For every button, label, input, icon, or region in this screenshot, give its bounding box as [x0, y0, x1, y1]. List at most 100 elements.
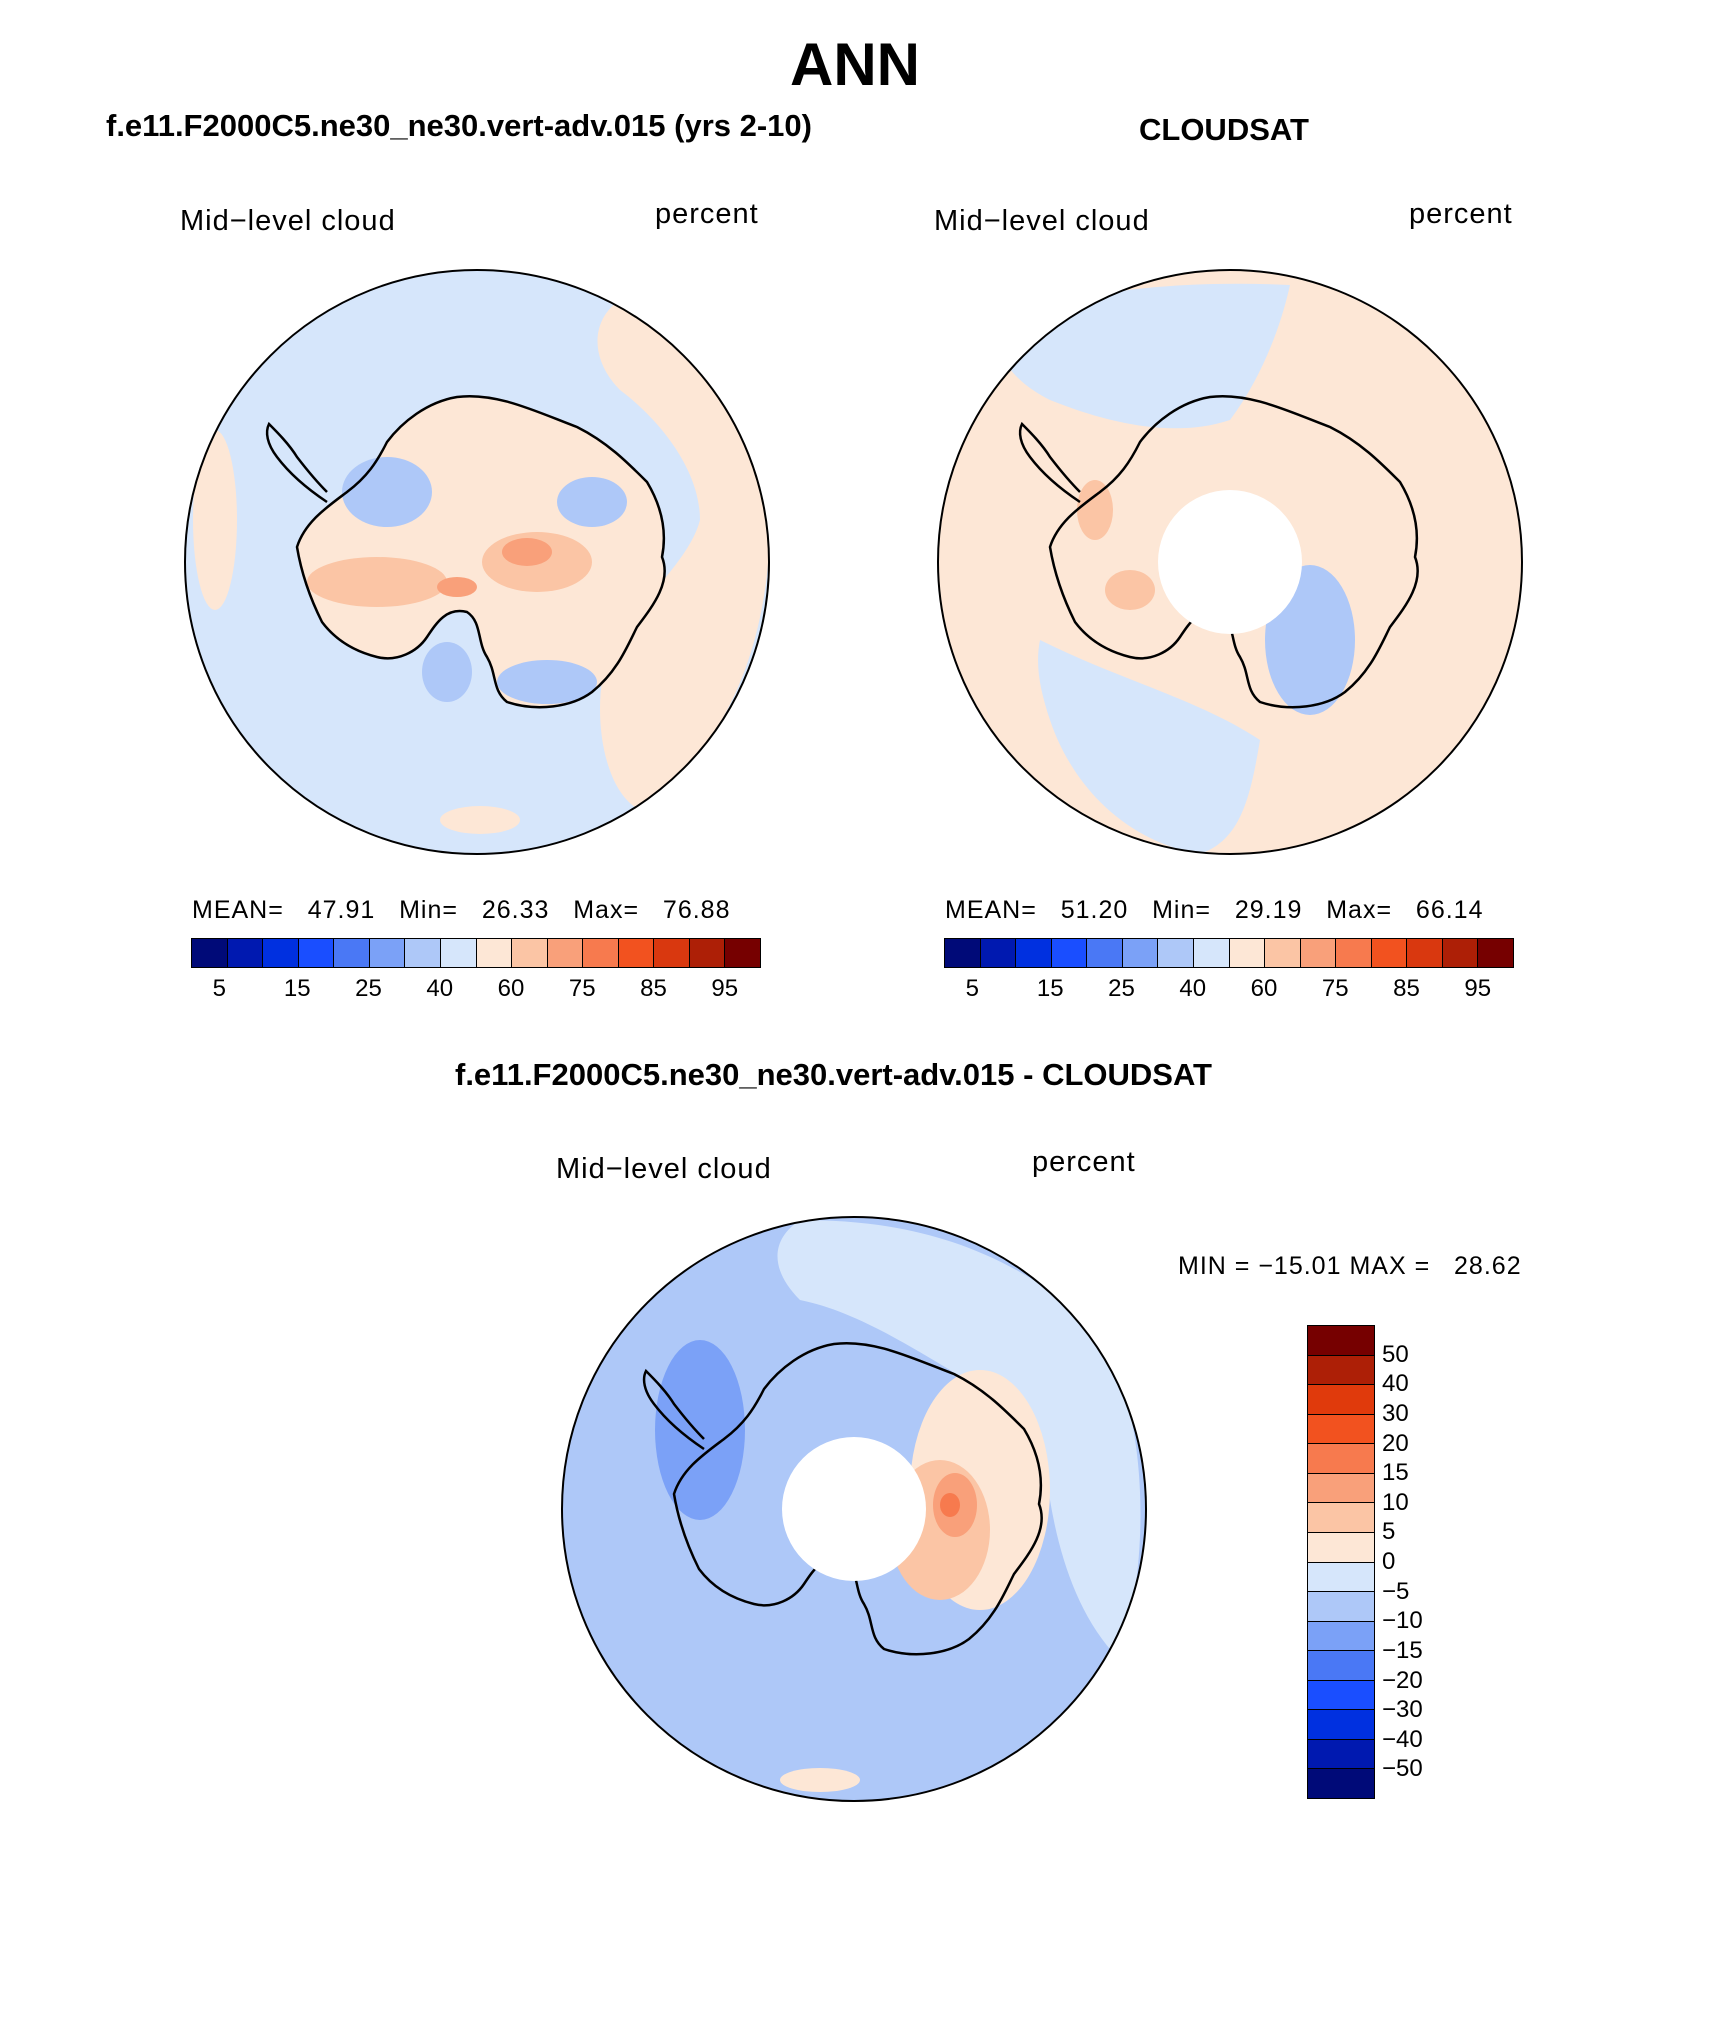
panel2-map-border: [937, 269, 1523, 855]
panel2-stats: MEAN= 51.20 Min= 29.19 Max= 66.14: [945, 896, 1483, 925]
panel1-colorbar-box-2: [263, 939, 299, 967]
panel1-colorbar-tick-4: 60: [497, 975, 525, 1002]
panel2-colorbar-tick-6: 85: [1393, 975, 1420, 1002]
panel3-colorbar-tick-9: −10: [1382, 1607, 1423, 1635]
panel1-colorbar-tick-5: 75: [568, 975, 596, 1002]
panel1-fill-orange-1: [307, 557, 447, 607]
panel3-fill-cool-dark: [655, 1340, 745, 1520]
panel2-map: [937, 269, 1523, 855]
panel3-colorbar-tick-6: 5: [1382, 1518, 1396, 1546]
panel1-colorbar-tick-3: 40: [426, 975, 454, 1002]
panel3-colorbar-box-13: [1308, 1710, 1374, 1740]
panel3-max-label: MAX =: [1349, 1252, 1431, 1280]
panel1-colorbar-tick-6: 85: [640, 975, 667, 1002]
panel1-colorbar-box-4: [334, 939, 370, 967]
panel3-colorbar-tick-1: 40: [1382, 1370, 1409, 1398]
panel3-variable-label: Mid−level cloud: [556, 1153, 772, 1185]
panel3-colorbar-box-7: [1308, 1532, 1374, 1563]
panel3-colorbar-box-0: [1308, 1326, 1374, 1356]
panel2-colorbar-box-0: [945, 939, 981, 967]
panel3-fill-cool-light: [777, 1220, 1141, 1660]
panel1-colorbar-box-13: [654, 939, 690, 967]
panel2-colorbar-box-15: [1478, 939, 1513, 967]
panel1-colorbar-box-8: [476, 939, 513, 967]
panel2-colorbar-box-3: [1051, 939, 1088, 967]
panel2-colorbar-box-14: [1442, 939, 1479, 967]
panel1-fill-orange-3: [502, 538, 552, 566]
panel2-min-value: 29.19: [1234, 896, 1303, 924]
panel1-colorbar-box-11: [583, 939, 619, 967]
panel2-colorbar-box-10: [1300, 939, 1337, 967]
panel1-colorbar-ticks: 5 15 25 40 60 75 85 95: [191, 975, 761, 1005]
panel2-colorbar-box-11: [1336, 939, 1372, 967]
panel2-colorbar-box-2: [1016, 939, 1052, 967]
panel2-colorbar-box-8: [1229, 939, 1266, 967]
panel1-colorbar-box-12: [618, 939, 655, 967]
panel2-mean-label: MEAN=: [945, 896, 1037, 924]
panel3-max-value: 28.62: [1454, 1252, 1522, 1280]
panel2-colorbar-tick-1: 15: [1036, 975, 1064, 1002]
panel2-colorbar-box-1: [980, 939, 1017, 967]
panel3-stats: MIN = −15.01 MAX = 28.62: [1178, 1252, 1522, 1281]
panel1-fill-cool-1: [342, 457, 432, 527]
panel3-colorbar-box-9: [1308, 1592, 1374, 1622]
panel2-colorbar-ticks: 5 15 25 40 60 75 85 95: [944, 975, 1514, 1005]
panel1-stats: MEAN= 47.91 Min= 26.33 Max= 76.88: [192, 896, 730, 925]
panel3-map: [561, 1216, 1147, 1802]
figure-title: ANN: [790, 31, 920, 98]
panel1-colorbar-box-0: [192, 939, 228, 967]
panel1-colorbar-box-5: [369, 939, 406, 967]
panel2-max-label: Max=: [1326, 896, 1393, 924]
panel3-map-border: [561, 1216, 1147, 1802]
panel2-colorbar-box-7: [1193, 939, 1230, 967]
panel3-colorbar-tick-10: −15: [1382, 1636, 1423, 1664]
panel2-mean-value: 51.20: [1060, 896, 1129, 924]
panel2-colorbar-box-9: [1265, 939, 1301, 967]
panel3-colorbar-tick-0: 50: [1382, 1340, 1409, 1368]
panel2-fill-orange-2: [1077, 480, 1113, 540]
panel1-min-label: Min=: [399, 896, 458, 924]
panel3-colorbar-box-11: [1308, 1651, 1374, 1681]
panel1-mean-value: 47.91: [307, 896, 376, 924]
panel1-colorbar-box-9: [512, 939, 548, 967]
panel3-colorbar-tick-3: 20: [1382, 1429, 1409, 1457]
panel2-colorbar-box-6: [1158, 939, 1194, 967]
panel1-title: f.e11.F2000C5.ne30_ne30.vert-adv.015 (yr…: [106, 108, 812, 143]
panel2-variable-label: Mid−level cloud: [934, 205, 1150, 237]
panel3-title: f.e11.F2000C5.ne30_ne30.vert-adv.015 - C…: [455, 1057, 1212, 1092]
panel3-colorbar-box-15: [1308, 1769, 1374, 1798]
panel3-colorbar-box-4: [1308, 1444, 1374, 1474]
panel1-min-value: 26.33: [481, 896, 550, 924]
panel2-fill-cool-north: [997, 283, 1290, 429]
panel1-colorbar-box-6: [405, 939, 441, 967]
panel3-colorbar-box-5: [1308, 1473, 1374, 1504]
panel2-colorbar-tick-7: 95: [1464, 975, 1492, 1002]
panel3-colorbar-box-8: [1308, 1562, 1374, 1593]
panel2-colorbar-box-4: [1087, 939, 1123, 967]
panel3-colorbar-tick-7: 0: [1382, 1548, 1396, 1575]
panel3-colorbar-box-14: [1308, 1739, 1374, 1770]
panel3-colorbar-tick-2: 30: [1382, 1399, 1409, 1427]
panel2-colorbar-tick-3: 40: [1179, 975, 1207, 1002]
panel3-colorbar-box-1: [1308, 1355, 1374, 1386]
panel2-colorbar: [944, 938, 1514, 968]
panel3-colorbar-box-2: [1308, 1385, 1374, 1415]
panel1-colorbar-box-3: [298, 939, 335, 967]
panel3-fill-warm-south: [780, 1768, 860, 1792]
panel2-colorbar-tick-0: 5: [965, 975, 979, 1002]
panel3-colorbar-box-3: [1308, 1414, 1374, 1445]
panel2-colorbar-box-5: [1122, 939, 1159, 967]
panel2-colorbar-box-12: [1371, 939, 1408, 967]
panel1-colorbar-box-15: [725, 939, 760, 967]
panel3-units-label: percent: [1032, 1146, 1136, 1178]
panel2-units-label: percent: [1409, 198, 1513, 230]
panel3-min-value: −15.01: [1258, 1252, 1342, 1280]
panel3-fill-warm-4: [940, 1493, 960, 1517]
panel3-colorbar-tick-12: −30: [1382, 1696, 1423, 1724]
panel1-colorbar-box-7: [440, 939, 477, 967]
panel3-colorbar-box-6: [1308, 1503, 1374, 1533]
panel1-max-label: Max=: [573, 896, 640, 924]
panel2-fill-orange-1: [1105, 570, 1155, 610]
panel3-colorbar: [1307, 1325, 1375, 1799]
